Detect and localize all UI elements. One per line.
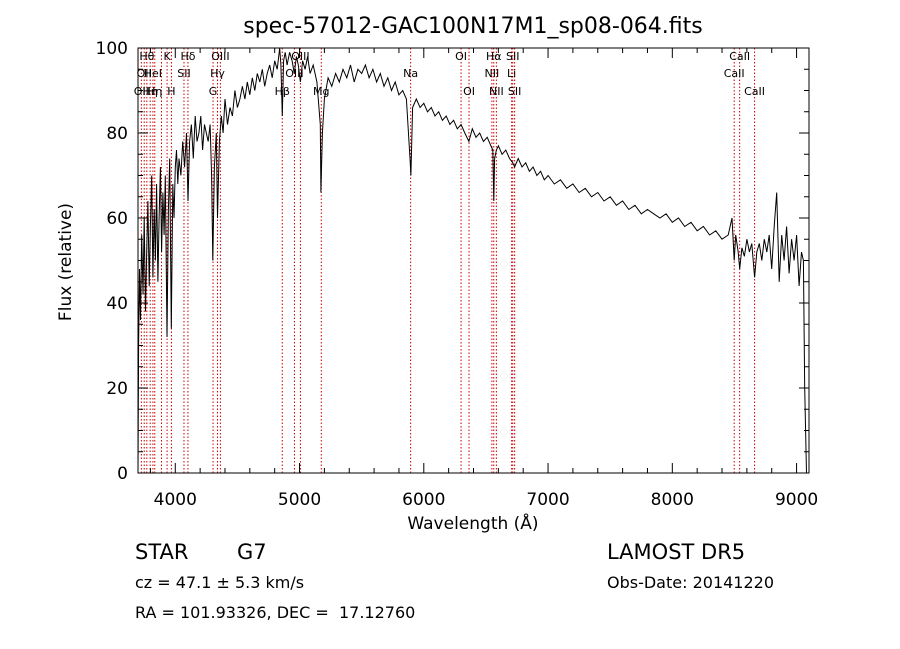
object-subclass: G7 — [237, 540, 267, 564]
line-label: OIII — [211, 50, 229, 63]
line-label: K — [163, 50, 171, 63]
line-label: SII — [506, 50, 519, 63]
x-axis-ticks: 4000 5000 6000 7000 8000 9000 — [149, 48, 818, 510]
line-label: CaII — [724, 67, 745, 80]
chart-title: spec-57012-GAC100N17M1_sp08-064.fits — [243, 14, 703, 39]
y-axis-label: Flux (relative) — [56, 203, 76, 321]
line-label: Hθ — [139, 50, 154, 63]
line-label: Hβ — [275, 85, 290, 98]
line-label: CaII — [744, 85, 765, 98]
line-label: OI — [455, 50, 467, 63]
x-tick-label: 8000 — [651, 490, 694, 510]
observation-date: Obs-Date: 20141220 — [607, 573, 775, 592]
object-class: STAR — [135, 540, 189, 564]
coordinates-text: RA = 101.93326, DEC = 17.12760 — [135, 603, 416, 622]
line-label: OII — [137, 67, 152, 80]
line-label: Hη — [147, 85, 162, 98]
spectrum-line — [137, 47, 809, 474]
x-axis-label: Wavelength (Å) — [407, 512, 538, 534]
y-tick-label: 60 — [106, 209, 128, 229]
line-label: Hα — [486, 50, 502, 63]
line-label: H — [167, 85, 175, 98]
survey-name: LAMOST DR5 — [607, 540, 746, 564]
line-label: NII — [485, 67, 500, 80]
line-label: CaII — [729, 50, 750, 63]
line-labels: OIIOIIHθHηHeIHηKHSIIHδGHγOIIIHβOIIIOIIIM… — [134, 50, 765, 98]
y-tick-label: 0 — [117, 464, 128, 484]
x-tick-label: 9000 — [775, 490, 818, 510]
line-label: Mg — [313, 85, 329, 98]
y-tick-label: 20 — [106, 379, 128, 399]
line-label: HeI — [144, 67, 162, 80]
x-tick-label: 6000 — [402, 490, 445, 510]
redshift-text: cz = 47.1 ± 5.3 km/s — [135, 573, 305, 592]
x-tick-label: 7000 — [526, 490, 569, 510]
x-tick-label: 4000 — [154, 490, 197, 510]
line-label: Hδ — [180, 50, 195, 63]
line-label: NII — [489, 85, 504, 98]
line-label: Hγ — [210, 67, 225, 80]
x-tick-label: 5000 — [278, 490, 321, 510]
line-label: SII — [177, 67, 190, 80]
emission-line-markers — [140, 48, 756, 473]
line-label: Li — [507, 67, 516, 80]
y-tick-label: 40 — [106, 294, 128, 314]
line-label: OI — [463, 85, 475, 98]
y-tick-label: 80 — [106, 124, 128, 144]
y-axis-ticks: 0 20 40 60 80 100 — [96, 39, 809, 484]
y-tick-label: 100 — [96, 39, 128, 59]
line-label: SII — [508, 85, 521, 98]
plot-frame — [137, 47, 810, 474]
line-label: Hη — [143, 85, 158, 98]
line-label: G — [209, 85, 218, 98]
line-label: Na — [403, 67, 418, 80]
